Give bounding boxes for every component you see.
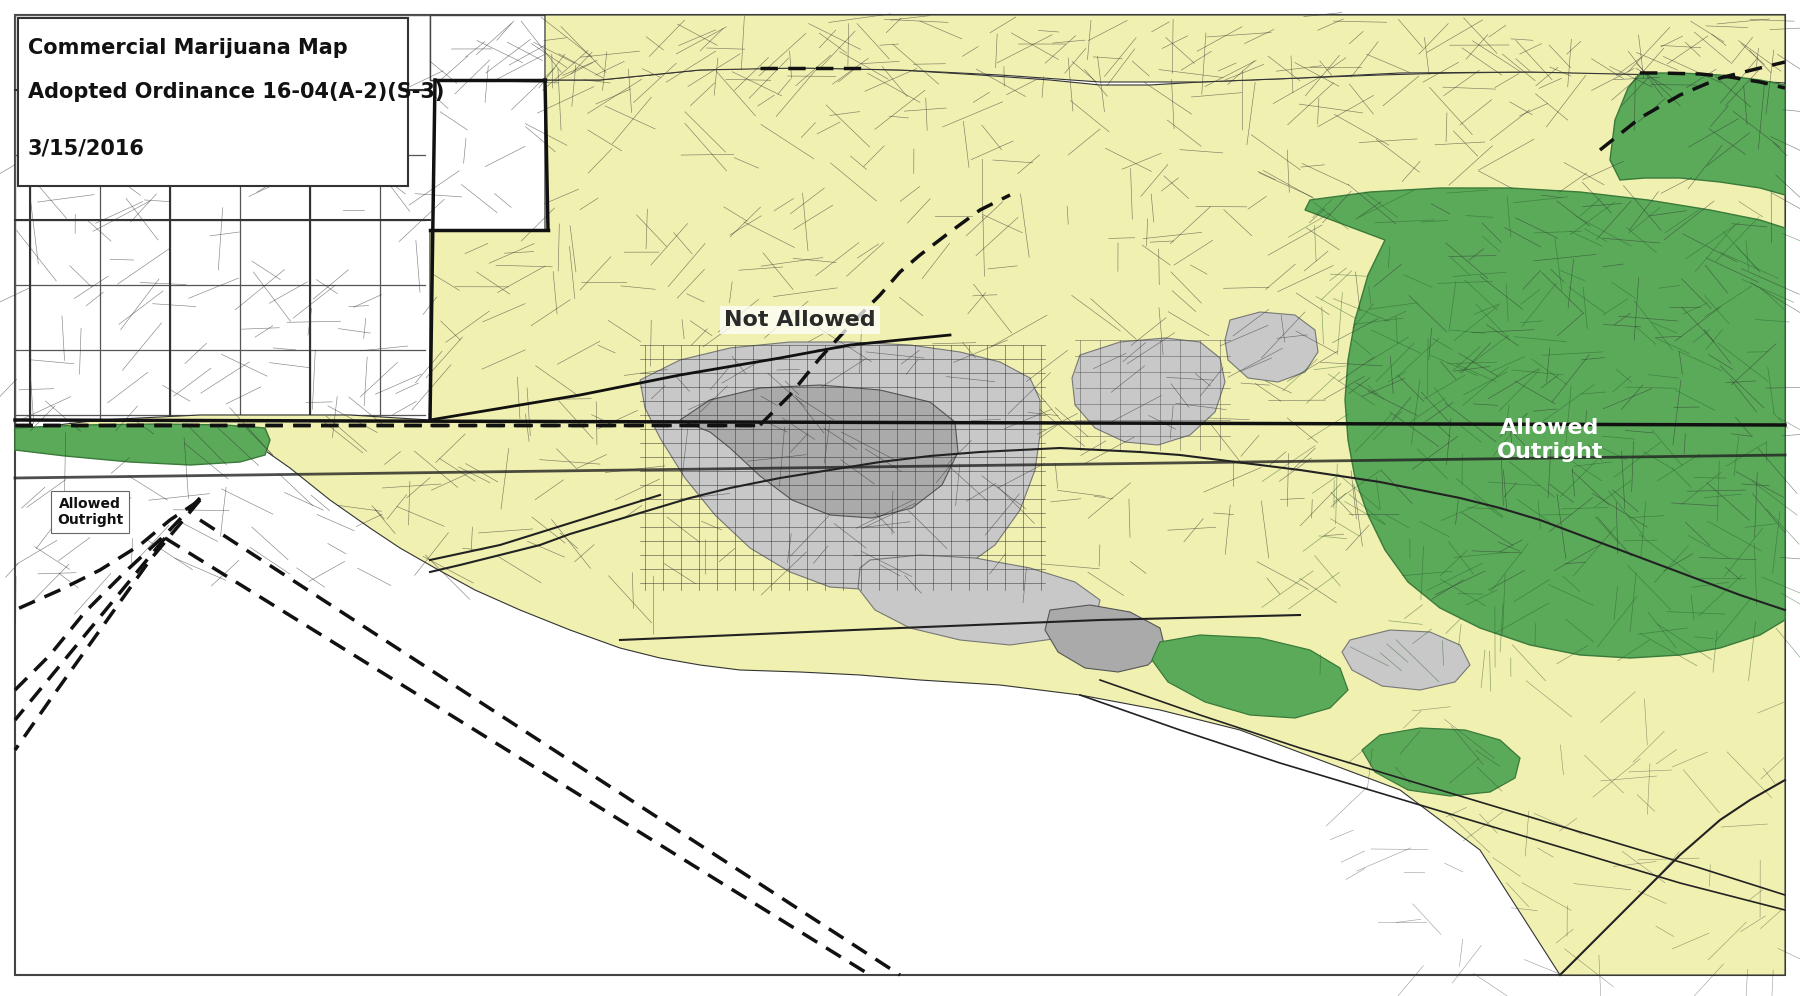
Polygon shape: [1343, 630, 1471, 690]
Polygon shape: [14, 68, 1786, 975]
FancyBboxPatch shape: [18, 18, 409, 186]
Text: 3/15/2016: 3/15/2016: [29, 138, 144, 158]
Text: Adopted Ordinance 16-04(A-2)(S-3): Adopted Ordinance 16-04(A-2)(S-3): [29, 82, 445, 102]
Polygon shape: [1609, 73, 1786, 195]
Polygon shape: [430, 15, 545, 80]
Polygon shape: [14, 424, 270, 465]
Polygon shape: [859, 555, 1100, 645]
Polygon shape: [1226, 312, 1318, 382]
Polygon shape: [1305, 188, 1786, 658]
Text: Allowed
Outright: Allowed Outright: [1498, 418, 1604, 461]
Polygon shape: [1152, 635, 1348, 718]
Text: Commercial Marijuana Map: Commercial Marijuana Map: [29, 38, 347, 58]
Polygon shape: [1363, 728, 1519, 796]
Text: Not Allowed: Not Allowed: [724, 310, 877, 330]
Polygon shape: [545, 15, 1786, 83]
Polygon shape: [1046, 605, 1165, 672]
Polygon shape: [1073, 338, 1226, 445]
Polygon shape: [680, 385, 958, 518]
Polygon shape: [641, 342, 1040, 590]
Polygon shape: [14, 15, 545, 430]
Text: Allowed
Outright: Allowed Outright: [58, 497, 122, 527]
